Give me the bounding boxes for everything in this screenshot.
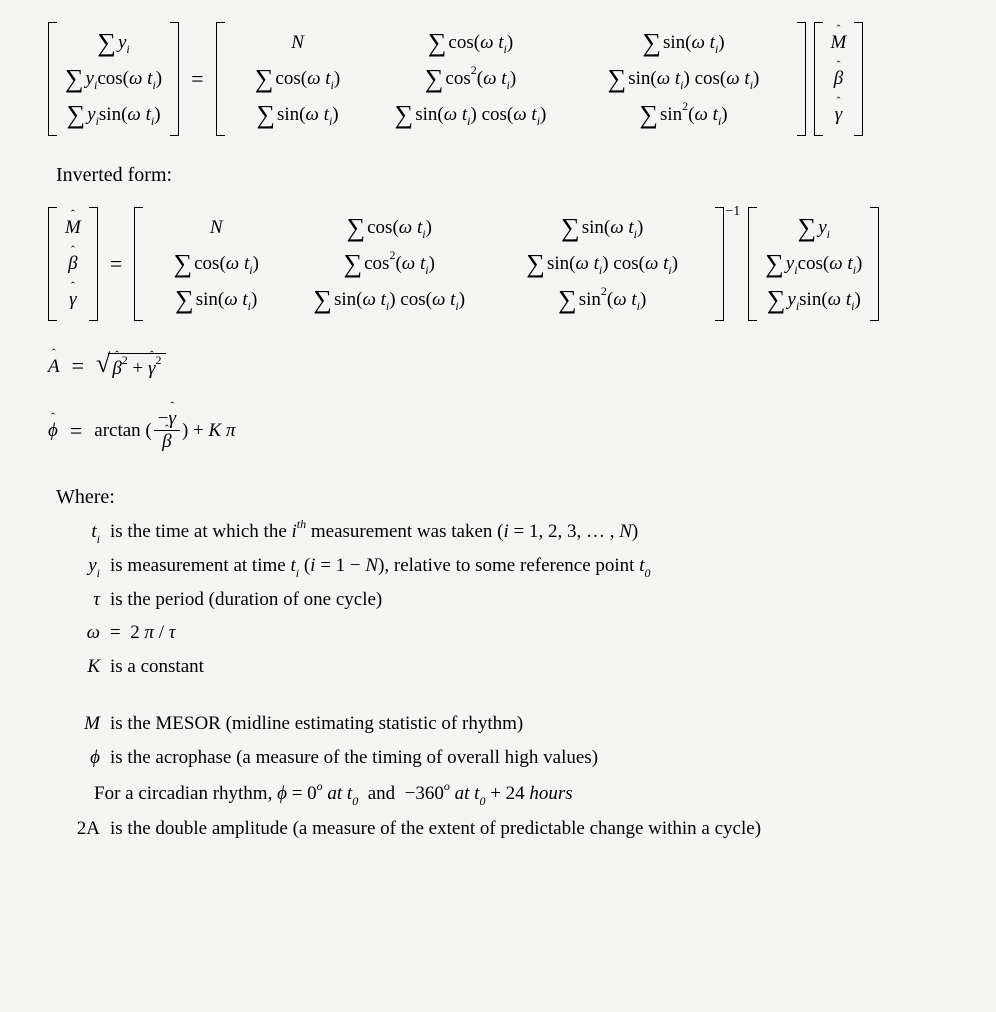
param-vector-lhs: Mˆ βˆ γˆ: [48, 207, 98, 321]
def-K: K is a constant: [66, 654, 948, 680]
def-phi: ϕ is the acrophase (a measure of the tim…: [66, 745, 948, 771]
param-vector: Mˆ βˆ γˆ: [814, 22, 864, 136]
lhs-vector: ∑ yi ∑ yi cos(ω ti) ∑ yi sin(ω ti): [48, 22, 179, 136]
def-yi: yi is measurement at time ti (i = 1 − N)…: [66, 553, 948, 579]
rhs-vector: ∑ yi ∑ yi cos(ω ti) ∑ yi sin(ω ti): [748, 207, 879, 321]
design-matrix: N ∑ cos(ω ti) ∑ sin(ω ti) ∑ cos(ω ti) ∑ …: [216, 22, 806, 136]
inverted-equation: Mˆ βˆ γˆ = N ∑ cos(ω ti) ∑ sin(ω ti) ∑ c…: [48, 207, 948, 321]
fraction: −γˆ βˆ: [154, 408, 180, 455]
def-M: M is the MESOR (midline estimating stati…: [66, 711, 948, 737]
amplitude-eq: Aˆ = √ βˆ2 + γˆ2: [48, 351, 948, 382]
equals-2: =: [110, 249, 122, 279]
normal-equations: ∑ yi ∑ yi cos(ω ti) ∑ yi sin(ω ti) = N ∑…: [48, 22, 948, 136]
equals: =: [191, 64, 203, 94]
where-label: Where:: [56, 484, 948, 511]
arctan: arctan (: [94, 418, 151, 444]
phi-hat: ϕˆ: [48, 418, 58, 444]
acrophase-eq: ϕˆ = arctan ( −γˆ βˆ ) + K π: [48, 408, 948, 455]
where-block: Where: ti is the time at which the ith m…: [56, 484, 948, 842]
page: ∑ yi ∑ yi cos(ω ti) ∑ yi sin(ω ti) = N ∑…: [0, 0, 996, 890]
design-matrix-inverse: N ∑ cos(ω ti) ∑ sin(ω ti) ∑ cos(ω ti) ∑ …: [134, 207, 724, 321]
inverse-exponent: −1: [725, 203, 740, 222]
def-omega: ω = 2 π / τ: [66, 620, 948, 646]
def-2A: 2A is the double amplitude (a measure of…: [66, 816, 948, 842]
A-hat: Aˆ: [48, 354, 60, 380]
sqrt-expr: √ βˆ2 + γˆ2: [96, 351, 165, 382]
inverted-label: Inverted form:: [56, 162, 948, 189]
def-ti: ti is the time at which the ith measurem…: [66, 519, 948, 545]
def-phi-note: For a circadian rhythm, ϕ = 0o at t0 and…: [94, 779, 948, 809]
def-tau: τ is the period (duration of one cycle): [66, 587, 948, 613]
